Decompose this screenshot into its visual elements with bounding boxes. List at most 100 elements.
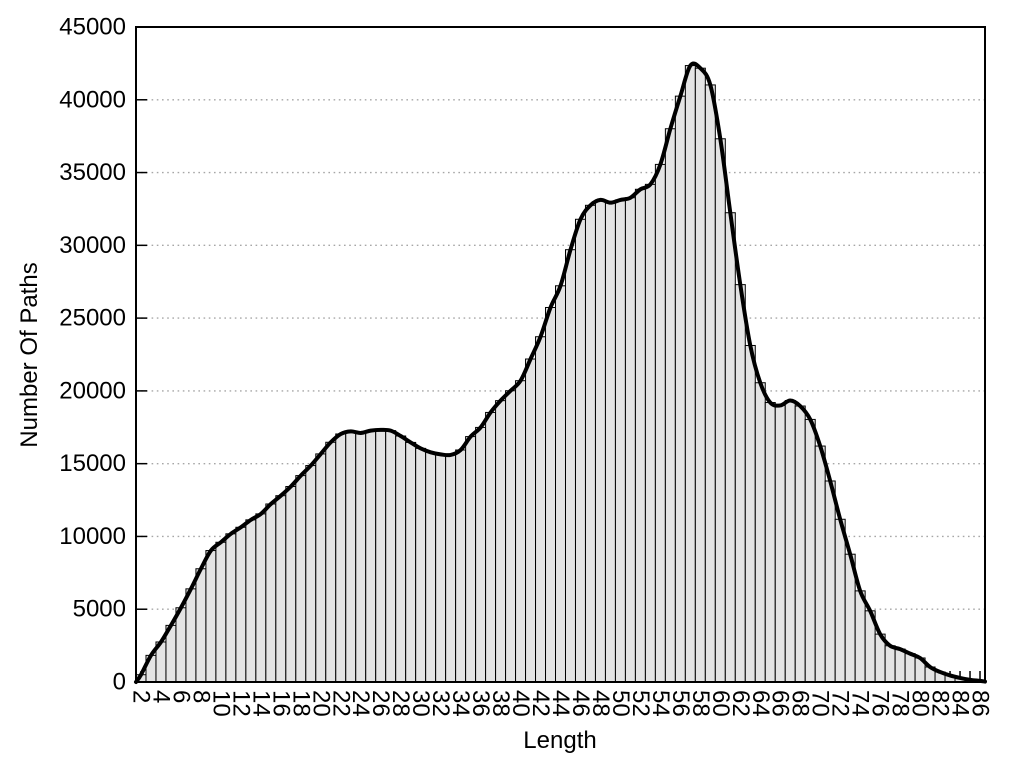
bar: [255, 513, 267, 683]
x-tick-label: 40: [507, 690, 534, 717]
bar: [285, 486, 297, 683]
x-tick-label: 38: [487, 690, 514, 717]
smooth-curve: [134, 61, 987, 684]
x-axis-title: Length: [523, 727, 597, 754]
bar: [295, 475, 307, 683]
bar: [644, 183, 656, 683]
x-tick-label: 78: [887, 690, 914, 717]
bar: [774, 404, 786, 683]
plot-border: [135, 26, 986, 683]
bar: [594, 199, 606, 683]
bar: [495, 400, 507, 683]
y-tick-label: 5000: [73, 596, 126, 623]
x-tick-label: 8: [187, 690, 214, 703]
bar: [225, 533, 237, 683]
x-tick-label: 60: [707, 690, 734, 717]
bar: [305, 465, 317, 683]
bar: [325, 441, 337, 683]
x-tick-label: 52: [627, 690, 654, 717]
x-tick-labels: 2468101214161820222426283032343638404244…: [127, 690, 993, 717]
y-tick-label: 10000: [59, 523, 126, 550]
x-tick-label: 50: [607, 690, 634, 717]
x-tick-label: 72: [827, 690, 854, 717]
bar: [884, 645, 896, 683]
bar: [854, 590, 866, 683]
y-tick-label: 25000: [59, 305, 126, 332]
x-tick-label: 58: [687, 690, 714, 717]
bar: [555, 285, 566, 683]
bar: [185, 588, 197, 683]
bar: [265, 503, 277, 683]
x-tick-label: 6: [167, 690, 194, 703]
bar: [564, 249, 576, 683]
bar: [614, 199, 626, 683]
x-tick-label: 68: [787, 690, 814, 717]
bar: [345, 430, 357, 683]
x-tick-label: 18: [287, 690, 314, 717]
bar: [574, 218, 586, 683]
bar: [754, 382, 766, 683]
bar: [694, 67, 706, 683]
x-tick-label: 76: [867, 690, 894, 717]
x-tick-label: 12: [227, 690, 254, 717]
bar: [734, 284, 746, 683]
bar: [335, 433, 347, 683]
bar: [824, 480, 836, 683]
bar: [744, 344, 756, 683]
bar: [784, 399, 796, 683]
y-tick-labels: 0 5000 10000 15000 20000 25000 30000 35000 40000…: [59, 14, 126, 696]
x-tick-label: 26: [367, 690, 394, 717]
bar: [804, 418, 816, 683]
y-tick-label: 40000: [59, 86, 126, 113]
bar: [505, 390, 517, 683]
y-tick-label: 15000: [59, 450, 126, 477]
bar: [624, 197, 636, 683]
bar: [535, 336, 547, 683]
y-axis-title: Number Of Paths: [16, 262, 43, 448]
x-tick-label: 84: [947, 690, 974, 717]
bar: [235, 526, 247, 683]
bar: [415, 447, 427, 683]
bar: [175, 607, 187, 683]
x-tick-label: 44: [547, 690, 574, 717]
x-tick-label: 64: [747, 690, 774, 717]
x-tick-label: 54: [647, 690, 674, 717]
bar: [465, 436, 477, 683]
bar: [405, 441, 417, 683]
y-tick-label: 20000: [59, 377, 126, 404]
x-tick-label: 86: [967, 690, 994, 717]
x-tick-label: 62: [727, 690, 754, 717]
x-tick-label: 34: [447, 690, 474, 717]
bar: [275, 495, 287, 683]
bar: [425, 451, 437, 683]
bar: [485, 411, 497, 683]
bar: [375, 429, 387, 683]
x-tick-label: 46: [567, 690, 594, 717]
x-tick-label: 4: [147, 690, 174, 703]
x-tick-label: 2: [127, 690, 154, 703]
x-tick-label: 36: [467, 690, 494, 717]
y-tick-label: 0: [113, 669, 126, 696]
bar: [834, 518, 846, 683]
x-tick-label: 32: [427, 690, 454, 717]
bar: [205, 550, 217, 683]
bar: [584, 204, 596, 683]
bar: [714, 138, 726, 683]
bar: [764, 402, 776, 683]
x-tick-label: 48: [587, 690, 614, 717]
x-tick-label: 14: [247, 690, 274, 717]
bar: [195, 568, 207, 683]
bar: [794, 405, 806, 683]
bar: [365, 430, 377, 683]
bar: [724, 212, 736, 683]
x-tick-label: 56: [667, 690, 694, 717]
bar: [894, 648, 906, 683]
bar: [604, 202, 616, 683]
bar: [664, 128, 676, 683]
bar: [355, 432, 367, 683]
bar: [445, 454, 457, 683]
bar: [525, 358, 537, 683]
x-tick-label: 80: [907, 690, 934, 717]
x-tick-label: 24: [347, 690, 374, 717]
